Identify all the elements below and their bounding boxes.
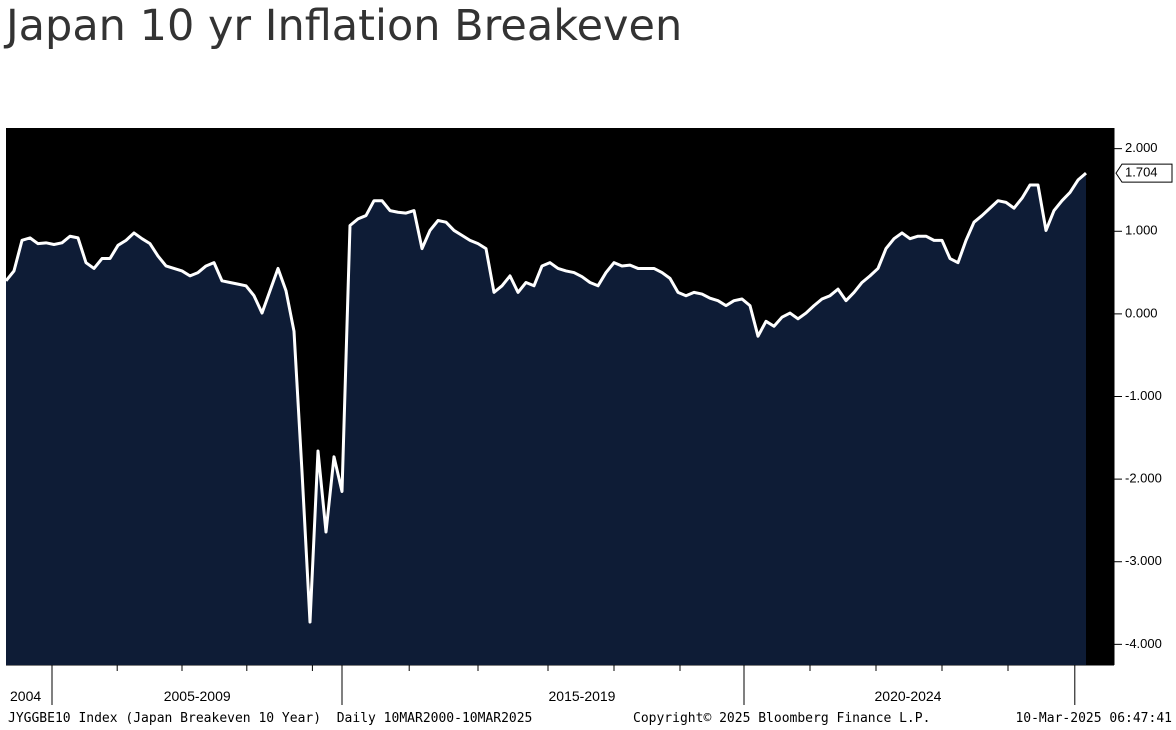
chart-title: Japan 10 yr Inflation Breakeven <box>3 1 682 51</box>
y-tick-label: 2.000 <box>1125 140 1158 155</box>
area-fill <box>6 173 1086 665</box>
y-tick-label: -1.000 <box>1125 388 1162 403</box>
x-tick-label: 2015-2019 <box>549 688 616 704</box>
y-tick-label: -3.000 <box>1125 553 1162 568</box>
footer-timestamp: 10-Mar-2025 06:47:41 <box>1015 711 1172 726</box>
x-tick-label: 2005-2009 <box>164 688 231 704</box>
y-tick-label: -4.000 <box>1125 636 1162 651</box>
last-value-tag <box>1115 163 1173 183</box>
line <box>4 171 1087 624</box>
y-tick-label: 1.000 <box>1125 223 1158 238</box>
y-tick-label: -2.000 <box>1125 471 1162 486</box>
last-value-label: 1.704 <box>1125 165 1158 180</box>
x-tick-label: 2004 <box>10 688 41 704</box>
footer-copyright: Copyright© 2025 Bloomberg Finance L.P. <box>633 711 930 726</box>
y-tick-label: 0.000 <box>1125 305 1158 320</box>
footer-source: JYGGBE10 Index (Japan Breakeven 10 Year)… <box>8 711 532 726</box>
x-tick-label: 2020-2024 <box>875 688 942 704</box>
